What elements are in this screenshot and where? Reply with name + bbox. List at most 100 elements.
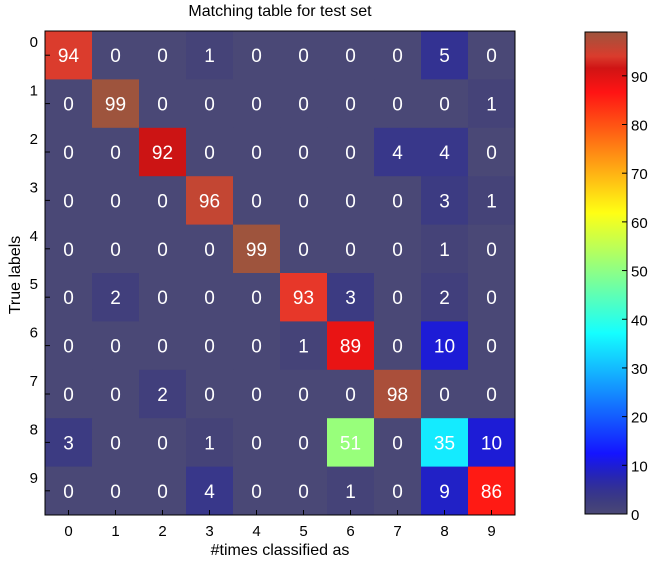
cell-value-label: 0	[251, 143, 262, 164]
y-tick-label: 0	[30, 34, 38, 51]
heatmap-cell	[186, 369, 234, 419]
heatmap-cell	[45, 466, 93, 516]
cell-value-label: 1	[486, 191, 497, 212]
heatmap-cell	[45, 176, 93, 226]
cell-value-label: 0	[251, 337, 262, 358]
heatmap-cell	[92, 31, 140, 80]
cell-value-label: 0	[110, 337, 121, 358]
cell-value-label: 0	[204, 337, 215, 358]
cell-value-label: 0	[392, 482, 403, 503]
y-tick-label: 6	[30, 325, 38, 342]
heatmap-cell	[421, 273, 469, 322]
heatmap-cell	[421, 31, 469, 80]
heatmap-cell	[421, 418, 469, 468]
heatmap-cell	[374, 369, 422, 419]
cell-value-label: 1	[439, 240, 450, 261]
cell-value-label: 0	[298, 46, 309, 67]
cell-value-label: 0	[345, 240, 356, 261]
heatmap-cell	[45, 224, 93, 274]
cell-value-label: 10	[434, 337, 455, 358]
cell-value-label: 0	[63, 482, 74, 503]
heatmap-cell	[139, 224, 187, 274]
cell-value-label: 35	[434, 433, 455, 454]
cell-value-label: 0	[298, 482, 309, 503]
heatmap-cell	[139, 31, 187, 80]
colorbar-tick-label: 40	[631, 312, 648, 329]
cell-value-label: 0	[157, 191, 168, 212]
heatmap-cell	[92, 466, 140, 516]
cell-value-label: 0	[251, 385, 262, 406]
cell-value-label: 0	[63, 288, 74, 309]
cell-value-label: 0	[392, 191, 403, 212]
heatmap-cell	[233, 369, 281, 419]
plot-frame	[44, 30, 516, 516]
x-tick-label: 8	[440, 523, 448, 540]
y-tick-label: 8	[30, 421, 38, 438]
heatmap-cell	[421, 321, 469, 371]
heatmap-cell	[139, 273, 187, 322]
cell-value-label: 0	[392, 95, 403, 116]
cell-value-label: 96	[199, 191, 220, 212]
cell-value-label: 1	[298, 337, 309, 358]
cell-value-label: 0	[63, 240, 74, 261]
cell-value-label: 4	[392, 143, 403, 164]
colorbar-tick-label: 70	[631, 166, 648, 183]
heatmap-cell	[139, 79, 187, 129]
heatmap-cell	[327, 321, 375, 371]
cell-value-label: 0	[110, 191, 121, 212]
y-tick-label: 7	[30, 373, 38, 390]
heatmap-cell	[92, 176, 140, 226]
heatmap-cell	[186, 273, 234, 322]
cell-value-label: 51	[340, 433, 361, 454]
cell-value-label: 0	[486, 337, 497, 358]
cell-value-label: 99	[105, 95, 126, 116]
heatmap-cell	[468, 466, 516, 516]
heatmap-cell	[280, 31, 328, 80]
cell-value-label: 0	[298, 240, 309, 261]
heatmap-cell	[186, 321, 234, 371]
colorbar-tick-label: 60	[631, 215, 648, 232]
cell-value-label: 0	[392, 288, 403, 309]
cell-value-label: 0	[392, 240, 403, 261]
heatmap-cell	[233, 466, 281, 516]
cell-value-label: 4	[204, 482, 215, 503]
heatmap-cell	[186, 176, 234, 226]
cell-value-label: 0	[392, 46, 403, 67]
cell-value-label: 0	[157, 433, 168, 454]
heatmap-cell	[374, 127, 422, 177]
cell-value-label: 0	[251, 95, 262, 116]
y-tick-label: 2	[30, 131, 38, 148]
heatmap-cell	[139, 418, 187, 468]
heatmap-cell	[45, 127, 93, 177]
cell-value-label: 0	[157, 482, 168, 503]
heatmap-cell	[92, 79, 140, 129]
x-tick-label: 6	[346, 523, 354, 540]
chart-title: Matching table for test set	[188, 3, 372, 20]
heatmap-cell	[45, 79, 93, 129]
colorbar-tick-label: 80	[631, 118, 648, 135]
heatmap-cell	[139, 176, 187, 226]
heatmap-cell	[468, 176, 516, 226]
heatmap-cell	[468, 273, 516, 322]
heatmap-cell	[468, 127, 516, 177]
heatmap-cell	[186, 418, 234, 468]
cell-value-label: 0	[486, 240, 497, 261]
heatmap-cell	[186, 79, 234, 129]
heatmap-cell	[139, 127, 187, 177]
cell-value-label: 0	[345, 191, 356, 212]
cell-value-label: 0	[204, 385, 215, 406]
cell-value-label: 93	[293, 288, 314, 309]
cell-value-label: 0	[157, 337, 168, 358]
cell-value-label: 0	[345, 143, 356, 164]
y-axis-label: True labels	[7, 236, 24, 315]
cell-value-label: 0	[486, 46, 497, 67]
heatmap-cell	[374, 79, 422, 129]
heatmap-cell	[186, 466, 234, 516]
colorbar-gradient	[584, 31, 628, 515]
heatmap-cell	[45, 418, 93, 468]
heatmap-cell	[421, 466, 469, 516]
heatmap-cell	[186, 127, 234, 177]
x-tick-label: 1	[111, 523, 119, 540]
cell-value-label: 0	[345, 46, 356, 67]
